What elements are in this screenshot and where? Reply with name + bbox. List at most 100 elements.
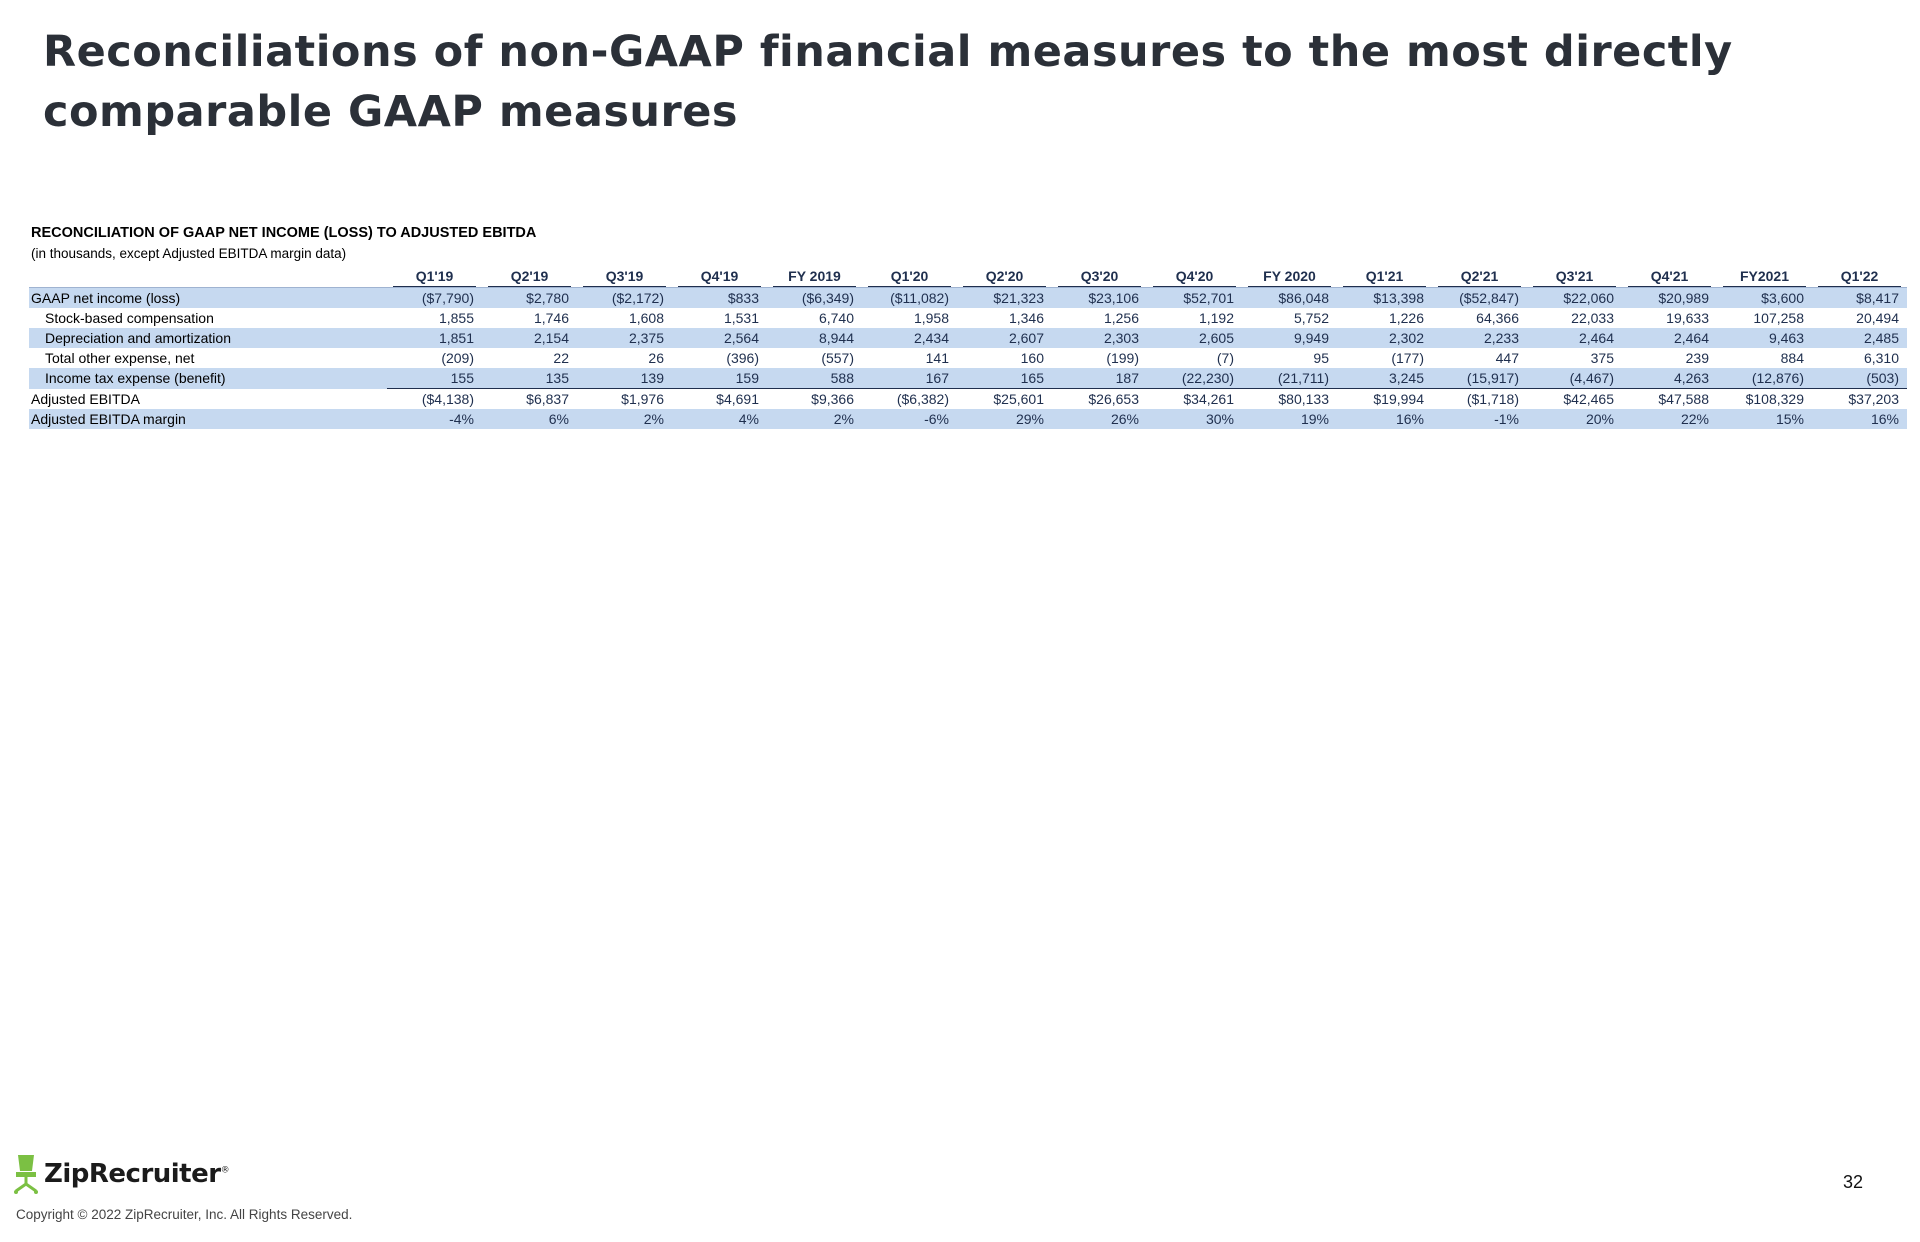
table-cell: (396) (726, 350, 759, 366)
table-cell: $21,323 (957, 287, 1052, 308)
table-cell: 160 (1020, 350, 1044, 366)
table-cell: 6,740 (818, 310, 854, 326)
table-cell: ($7,790) (387, 287, 482, 308)
table-cell: 2% (767, 409, 862, 429)
table-cell: 19,633 (1666, 310, 1709, 326)
row-label: GAAP net income (loss) (29, 287, 387, 308)
table-row: GAAP net income (loss) ($7,790) $2,780 ($2,… (29, 287, 1907, 308)
table-cell: $19,994 (1337, 388, 1432, 409)
column-header: FY 2020 (1242, 263, 1337, 288)
table-cell: 64,366 (1476, 310, 1519, 326)
table-cell: $6,837 (482, 388, 577, 409)
table-cell: 1,746 (533, 310, 569, 326)
table-cell: 5,752 (1293, 310, 1329, 326)
table-cell: 2% (577, 409, 672, 429)
table-cell: 1,226 (1388, 310, 1424, 326)
table-cell: 30% (1147, 409, 1242, 429)
table-cell: 3,245 (1337, 368, 1432, 389)
column-header: FY2021 (1717, 263, 1812, 288)
table-cell: 20% (1527, 409, 1622, 429)
table-cell: 141 (925, 350, 949, 366)
header-label-cell (29, 263, 387, 288)
table-cell: (557) (821, 350, 854, 366)
ziprecruiter-chair-icon (14, 1155, 38, 1194)
table-cell: ($11,082) (862, 287, 957, 308)
table-cell: 884 (1780, 350, 1804, 366)
table-cell: (21,711) (1242, 368, 1337, 389)
table-cell: $26,653 (1052, 388, 1147, 409)
table-cell: 9,463 (1717, 328, 1812, 348)
table-cell: $8,417 (1812, 287, 1907, 308)
table-cell: $23,106 (1052, 287, 1147, 308)
table-row: Income tax expense (benefit) 155 135 139 159… (29, 368, 1907, 389)
table-cell: 1,346 (1008, 310, 1044, 326)
table-cell: (4,467) (1527, 368, 1622, 389)
table-cell: $9,366 (767, 388, 862, 409)
page-number: 32 (1843, 1172, 1864, 1192)
table-row: Stock-based compensation 1,855 1,746 1,608 1… (29, 308, 1907, 328)
table-cell: 19% (1242, 409, 1337, 429)
table-cell: (209) (441, 350, 474, 366)
table-cell: (199) (1106, 350, 1139, 366)
registered-mark: ® (220, 1165, 230, 1176)
table-cell: 2,485 (1812, 328, 1907, 348)
table-cell: 167 (862, 368, 957, 389)
table-cell: 9,949 (1242, 328, 1337, 348)
table-cell: 1,958 (913, 310, 949, 326)
page-title: Reconciliations of non-GAAP financial me… (43, 27, 1733, 137)
table-cell: 16% (1337, 409, 1432, 429)
table-cell: 2,154 (482, 328, 577, 348)
table-cell: 2,464 (1622, 328, 1717, 348)
column-header: Q3'19 (577, 263, 672, 288)
table-cell: 239 (1685, 350, 1709, 366)
table-cell: $37,203 (1812, 388, 1907, 409)
column-header: Q1'21 (1337, 263, 1432, 288)
table-cell: 1,855 (438, 310, 474, 326)
row-label: Income tax expense (benefit) (29, 368, 387, 389)
table-cell: 2,233 (1432, 328, 1527, 348)
table-cell: $4,691 (672, 388, 767, 409)
table-row: Depreciation and amortization 1,851 2,154 2… (29, 328, 1907, 348)
table-cell: 2,434 (862, 328, 957, 348)
table-cell: (12,876) (1717, 368, 1812, 389)
table-cell: $1,976 (577, 388, 672, 409)
row-label: Depreciation and amortization (29, 328, 387, 348)
column-header: Q1'19 (387, 263, 482, 288)
table-cell: $108,329 (1717, 388, 1812, 409)
table-cell: (177) (1391, 350, 1424, 366)
table-cell: 139 (577, 368, 672, 389)
table-row: Total other expense, net (209) 22 26 (396) (5… (29, 348, 1907, 368)
table-cell: 4,263 (1622, 368, 1717, 389)
column-header: Q2'20 (957, 263, 1052, 288)
table-cell: 22 (553, 350, 569, 366)
table-cell: 29% (957, 409, 1052, 429)
table-cell: 2,564 (672, 328, 767, 348)
table-cell: 1,531 (723, 310, 759, 326)
table-cell: -6% (862, 409, 957, 429)
table-cell: 8,944 (767, 328, 862, 348)
column-header: Q4'19 (672, 263, 767, 288)
column-header: Q3'20 (1052, 263, 1147, 288)
table-cell: 588 (767, 368, 862, 389)
reconciliation-table: Q1'19 Q2'19 Q3'19 Q4'19 FY 2019 Q1'20 Q2… (29, 263, 1907, 429)
column-header: Q1'20 (862, 263, 957, 288)
table-cell: 2,303 (1052, 328, 1147, 348)
copyright-text: Copyright © 2022 ZipRecruiter, Inc. All … (16, 1207, 353, 1222)
table-cell: $42,465 (1527, 388, 1622, 409)
table-cell: 107,258 (1753, 310, 1804, 326)
table-row: Adjusted EBITDA margin -4% 6% 2% 4% 2% -6% 29% 2… (29, 409, 1907, 429)
table-cell: ($52,847) (1432, 287, 1527, 308)
table-cell: ($1,718) (1432, 388, 1527, 409)
table-cell: -4% (387, 409, 482, 429)
table-cell: $20,989 (1622, 287, 1717, 308)
table-cell: $34,261 (1147, 388, 1242, 409)
table-cell: 6% (482, 409, 577, 429)
column-header: Q1'22 (1812, 263, 1907, 288)
row-label: Adjusted EBITDA margin (29, 409, 387, 429)
table-cell: 1,851 (387, 328, 482, 348)
table-title: RECONCILIATION OF GAAP NET INCOME (LOSS)… (31, 225, 537, 241)
table-cell: $13,398 (1337, 287, 1432, 308)
table-cell: 26 (648, 350, 664, 366)
table-cell: (15,917) (1432, 368, 1527, 389)
table-cell: ($6,382) (862, 388, 957, 409)
